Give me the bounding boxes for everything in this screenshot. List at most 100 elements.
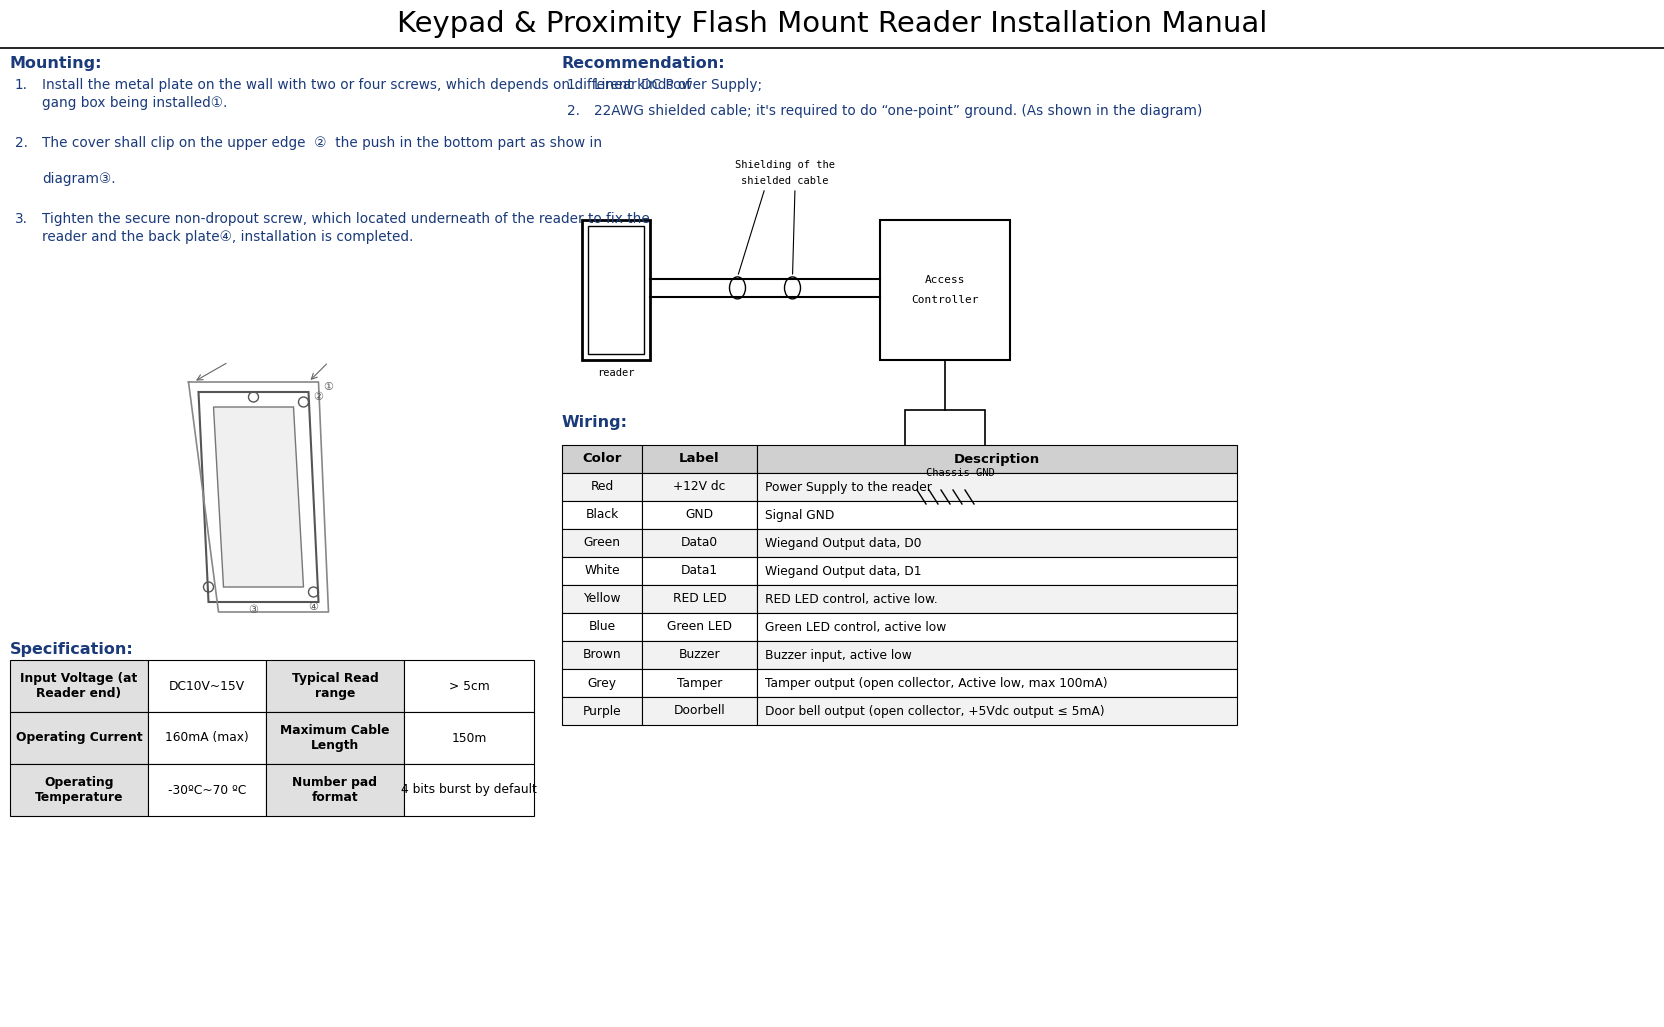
Text: Grey: Grey: [587, 677, 616, 689]
Text: 160mA (max): 160mA (max): [165, 731, 248, 745]
Text: Data1: Data1: [681, 565, 717, 577]
Text: Door bell output (open collector, +5Vdc output ≤ 5mA): Door bell output (open collector, +5Vdc …: [764, 705, 1103, 718]
Text: GND: GND: [686, 508, 714, 522]
Text: Green: Green: [582, 536, 621, 549]
Bar: [642, 557, 757, 585]
Text: Green LED control, active low: Green LED control, active low: [764, 620, 945, 634]
Text: Yellow: Yellow: [582, 593, 621, 606]
Bar: [582, 220, 649, 360]
Bar: [642, 445, 757, 473]
Bar: [404, 660, 534, 712]
Text: Buzzer: Buzzer: [679, 648, 721, 661]
Text: DC10V~15V: DC10V~15V: [168, 680, 245, 692]
Bar: [562, 557, 642, 585]
Bar: [562, 585, 642, 613]
Text: -30ºC~70 ºC: -30ºC~70 ºC: [168, 784, 246, 797]
Text: diagram③.: diagram③.: [42, 172, 115, 186]
Bar: [562, 529, 642, 557]
Text: Typical Read
range: Typical Read range: [291, 672, 378, 700]
Text: Maximum Cable
Length: Maximum Cable Length: [280, 724, 389, 752]
Text: Wiring:: Wiring:: [562, 415, 627, 430]
Bar: [757, 613, 1236, 641]
Text: Access: Access: [924, 275, 965, 286]
Text: Color: Color: [582, 453, 621, 465]
Text: Operating Current: Operating Current: [15, 731, 141, 745]
Bar: [562, 501, 642, 529]
Bar: [642, 473, 757, 501]
Text: Chassis GND: Chassis GND: [925, 468, 993, 478]
Bar: [880, 220, 1010, 360]
Text: 2.: 2.: [567, 104, 579, 118]
Text: Number pad
format: Number pad format: [293, 776, 378, 804]
Bar: [642, 613, 757, 641]
Text: ①: ①: [323, 382, 333, 392]
Text: Wiegand Output data, D1: Wiegand Output data, D1: [764, 565, 920, 577]
Bar: [404, 764, 534, 816]
Text: Linear DC Power Supply;: Linear DC Power Supply;: [594, 78, 762, 92]
Text: Brown: Brown: [582, 648, 621, 661]
Text: reader: reader: [597, 368, 634, 378]
Bar: [266, 712, 404, 764]
Text: Keypad & Proximity Flash Mount Reader Installation Manual: Keypad & Proximity Flash Mount Reader In…: [398, 10, 1266, 38]
Text: Buzzer input, active low: Buzzer input, active low: [764, 648, 912, 661]
Bar: [757, 585, 1236, 613]
Bar: [757, 641, 1236, 669]
Text: 4 bits burst by default: 4 bits burst by default: [401, 784, 536, 797]
Bar: [642, 669, 757, 697]
Bar: [148, 712, 266, 764]
Bar: [266, 660, 404, 712]
Text: ②: ②: [313, 392, 323, 402]
Ellipse shape: [729, 277, 745, 299]
Text: Blue: Blue: [587, 620, 616, 634]
Bar: [757, 669, 1236, 697]
Bar: [562, 669, 642, 697]
Bar: [757, 529, 1236, 557]
Text: Red: Red: [591, 481, 614, 494]
Text: Data0: Data0: [681, 536, 717, 549]
Text: Shielding of the: Shielding of the: [734, 160, 835, 170]
Bar: [10, 764, 148, 816]
Bar: [562, 613, 642, 641]
Bar: [587, 226, 644, 354]
Text: Tamper output (open collector, Active low, max 100mA): Tamper output (open collector, Active lo…: [764, 677, 1107, 689]
Text: Power Supply to the reader: Power Supply to the reader: [764, 481, 932, 494]
Text: 150m: 150m: [451, 731, 486, 745]
Bar: [266, 764, 404, 816]
Text: The cover shall clip on the upper edge  ②  the push in the bottom part as show i: The cover shall clip on the upper edge ②…: [42, 136, 602, 150]
Text: Doorbell: Doorbell: [674, 705, 726, 718]
Bar: [642, 501, 757, 529]
Text: Purple: Purple: [582, 705, 621, 718]
Text: ③: ③: [248, 605, 258, 615]
Bar: [757, 557, 1236, 585]
Bar: [642, 585, 757, 613]
Bar: [10, 660, 148, 712]
Text: Specification:: Specification:: [10, 642, 133, 657]
Bar: [10, 712, 148, 764]
Text: Tamper: Tamper: [676, 677, 722, 689]
Text: Black: Black: [586, 508, 619, 522]
Polygon shape: [198, 392, 318, 602]
Text: Signal GND: Signal GND: [764, 508, 834, 522]
Bar: [562, 445, 642, 473]
Text: Input Voltage (at
Reader end): Input Voltage (at Reader end): [20, 672, 138, 700]
Bar: [562, 473, 642, 501]
Bar: [757, 473, 1236, 501]
Bar: [905, 410, 985, 460]
Text: reader and the back plate④, installation is completed.: reader and the back plate④, installation…: [42, 230, 413, 244]
Text: 1.: 1.: [15, 78, 28, 92]
Text: gang box being installed①.: gang box being installed①.: [42, 96, 228, 110]
Text: Recommendation:: Recommendation:: [562, 56, 726, 71]
Bar: [757, 501, 1236, 529]
Ellipse shape: [784, 277, 800, 299]
Text: Install the metal plate on the wall with two or four screws, which depends on di: Install the metal plate on the wall with…: [42, 78, 691, 92]
Text: 22AWG shielded cable; it's required to do “one-point” ground. (As shown in the d: 22AWG shielded cable; it's required to d…: [594, 104, 1201, 118]
Polygon shape: [213, 407, 303, 587]
Text: Operating
Temperature: Operating Temperature: [35, 776, 123, 804]
Text: Description: Description: [953, 453, 1040, 465]
Text: > 5cm: > 5cm: [448, 680, 489, 692]
Text: 2.: 2.: [15, 136, 28, 150]
Text: RED LED: RED LED: [672, 593, 726, 606]
Text: Wiegand Output data, D0: Wiegand Output data, D0: [764, 536, 920, 549]
Bar: [404, 712, 534, 764]
Text: Mounting:: Mounting:: [10, 56, 103, 71]
